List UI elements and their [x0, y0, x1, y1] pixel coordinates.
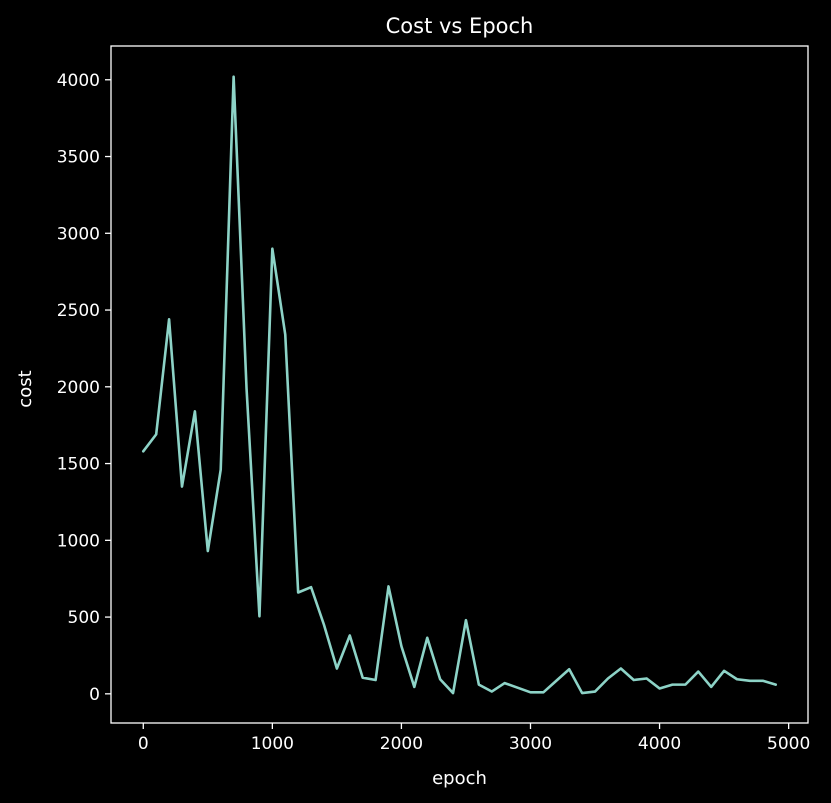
- x-tick-label: 5000: [767, 734, 810, 754]
- y-tick-label: 2000: [57, 378, 100, 398]
- y-tick-label: 3500: [57, 148, 100, 168]
- x-tick-label: 0: [138, 734, 149, 754]
- y-axis-label: cost: [15, 370, 36, 407]
- y-tick-label: 4000: [57, 71, 100, 91]
- chart-title: Cost vs Epoch: [386, 14, 534, 38]
- y-tick-label: 500: [68, 608, 100, 628]
- y-tick-label: 1000: [57, 531, 100, 551]
- x-axis-label: epoch: [432, 768, 487, 789]
- y-tick-label: 3000: [57, 224, 100, 244]
- y-tick-label: 0: [89, 685, 100, 705]
- x-tick-label: 4000: [638, 734, 681, 754]
- y-tick-label: 2500: [57, 301, 100, 321]
- plot-frame: [110, 45, 809, 724]
- y-tick-label: 1500: [57, 455, 100, 475]
- x-axis: 0 1000 2000 3000 4000 5000: [138, 723, 810, 754]
- x-tick-label: 3000: [509, 734, 552, 754]
- y-axis: 0 500 1000 1500 2000 2500 3000 3500 4000: [57, 71, 111, 705]
- series-line-cost: [141, 75, 778, 695]
- x-tick-label: 1000: [251, 734, 294, 754]
- x-tick-label: 2000: [380, 734, 423, 754]
- plot-area: 0 1000 2000 3000 4000 5000 0 500 1000 1500 2000 25…: [57, 45, 810, 754]
